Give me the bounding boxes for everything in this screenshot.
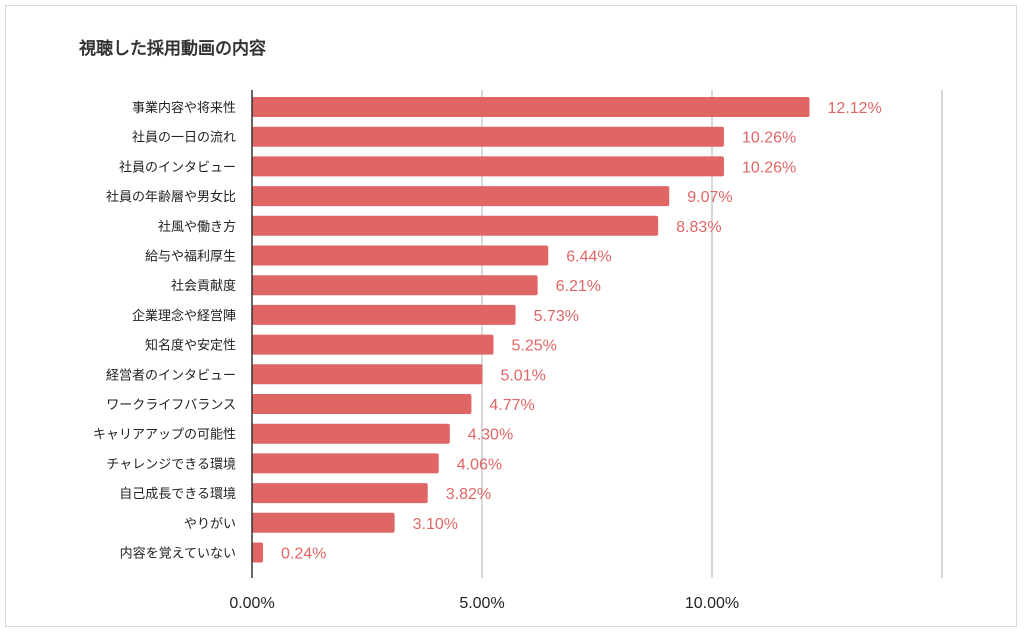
- category-label: 社風や働き方: [158, 219, 236, 235]
- data-label: 8.83%: [676, 219, 721, 236]
- data-label: 10.26%: [742, 159, 796, 176]
- category-label: キャリアアップの可能性: [93, 428, 236, 443]
- x-tick-label: 5.00%: [459, 595, 504, 612]
- category-label: 事業内容や将来性: [132, 100, 236, 116]
- bar: [252, 275, 538, 296]
- data-label: 0.24%: [281, 546, 326, 563]
- bar: [252, 126, 724, 147]
- category-label: 経営者のインタビュー: [106, 368, 236, 383]
- category-label: 社員の一日の流れ: [132, 130, 236, 146]
- data-label: 6.21%: [556, 278, 601, 295]
- data-label: 4.30%: [468, 427, 513, 444]
- bar: [252, 394, 472, 414]
- x-tick-label: 0.00%: [229, 595, 274, 612]
- bar: [252, 215, 659, 236]
- category-label: 自己成長できる環境: [119, 487, 236, 502]
- bar: [252, 156, 724, 177]
- bar: [252, 186, 670, 207]
- data-label: 5.25%: [512, 338, 557, 355]
- data-label: 12.12%: [828, 100, 882, 117]
- data-label: 5.01%: [500, 367, 545, 384]
- bar: [252, 512, 395, 533]
- bar: [252, 364, 483, 385]
- data-label: 9.07%: [687, 189, 732, 206]
- chart-title: 視聴した採用動画の内容: [79, 39, 266, 59]
- data-label: 10.26%: [742, 130, 796, 147]
- category-label: 社員の年齢層や男女比: [106, 189, 236, 205]
- bar: [252, 542, 264, 563]
- bar: [252, 423, 450, 444]
- bar: [252, 334, 494, 355]
- data-label: 3.82%: [446, 486, 491, 503]
- category-label: やりがい: [184, 517, 236, 532]
- category-label: 内容を覚えていない: [120, 546, 236, 562]
- bar: [252, 97, 810, 117]
- data-label: 6.44%: [566, 249, 611, 266]
- category-label: ワークライフバランス: [106, 398, 236, 413]
- category-label: 企業理念や経営陣: [132, 308, 236, 324]
- data-label: 4.77%: [489, 397, 534, 414]
- category-label: チャレンジできる環境: [106, 457, 236, 472]
- bar: [252, 483, 428, 504]
- category-label: 社会貢献度: [171, 278, 236, 294]
- bar: [252, 304, 516, 325]
- data-label: 3.10%: [413, 516, 458, 533]
- x-tick-label: 10.00%: [685, 595, 739, 612]
- data-label: 5.73%: [534, 308, 579, 325]
- bar: [252, 453, 439, 474]
- category-label: 知名度や安定性: [145, 338, 236, 354]
- category-label: 社員のインタビュー: [119, 159, 236, 175]
- bar: [252, 245, 549, 266]
- data-label: 4.06%: [457, 456, 502, 473]
- category-label: 給与や福利厚生: [145, 250, 236, 265]
